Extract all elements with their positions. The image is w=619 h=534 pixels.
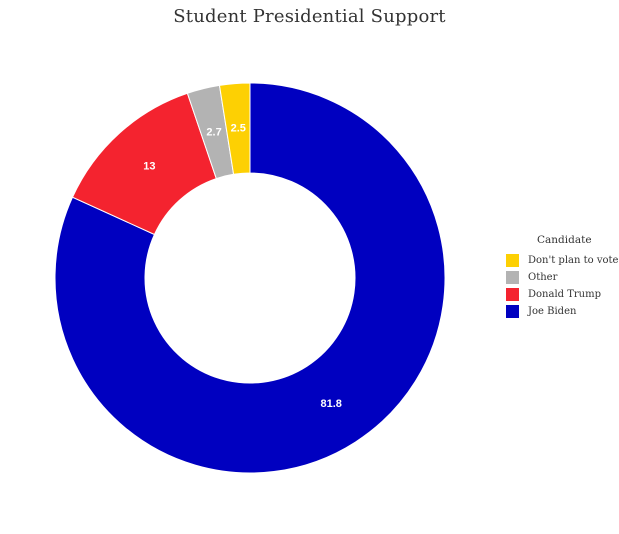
slice-label-joe-biden: 81.8 bbox=[320, 398, 341, 410]
legend-swatch-other bbox=[506, 271, 519, 284]
slice-label-other: 2.7 bbox=[206, 126, 221, 138]
slice-label-don-t-plan-to-vote: 2.5 bbox=[231, 122, 246, 134]
chart-title: Student Presidential Support bbox=[173, 6, 446, 27]
legend-label-joe-biden: Joe Biden bbox=[528, 306, 577, 317]
legend-item-other: Other bbox=[506, 269, 618, 286]
legend: Candidate Don't plan to vote Other Donald … bbox=[506, 234, 618, 320]
legend-label-donald-trump: Donald Trump bbox=[528, 289, 601, 300]
legend-label-other: Other bbox=[528, 272, 558, 283]
legend-items: Don't plan to vote Other Donald Trump Joe B… bbox=[506, 252, 618, 320]
legend-swatch-don-t-plan-to-vote bbox=[506, 254, 519, 267]
slice-label-donald-trump: 13 bbox=[143, 161, 155, 173]
legend-label-don-t-plan-to-vote: Don't plan to vote bbox=[528, 255, 619, 266]
legend-swatch-joe-biden bbox=[506, 305, 519, 318]
legend-item-don-t-plan-to-vote: Don't plan to vote bbox=[506, 252, 618, 269]
donut-slices bbox=[54, 82, 446, 474]
legend-title: Candidate bbox=[537, 234, 592, 246]
slice-joe-biden bbox=[54, 82, 446, 474]
donut-labels: 81.8 13 2.7 2.5 bbox=[143, 122, 342, 410]
slice-don-t-plan-to-vote bbox=[218, 82, 251, 175]
legend-item-donald-trump: Donald Trump bbox=[506, 286, 618, 303]
legend-item-joe-biden: Joe Biden bbox=[506, 303, 618, 320]
legend-swatch-donald-trump bbox=[506, 288, 519, 301]
